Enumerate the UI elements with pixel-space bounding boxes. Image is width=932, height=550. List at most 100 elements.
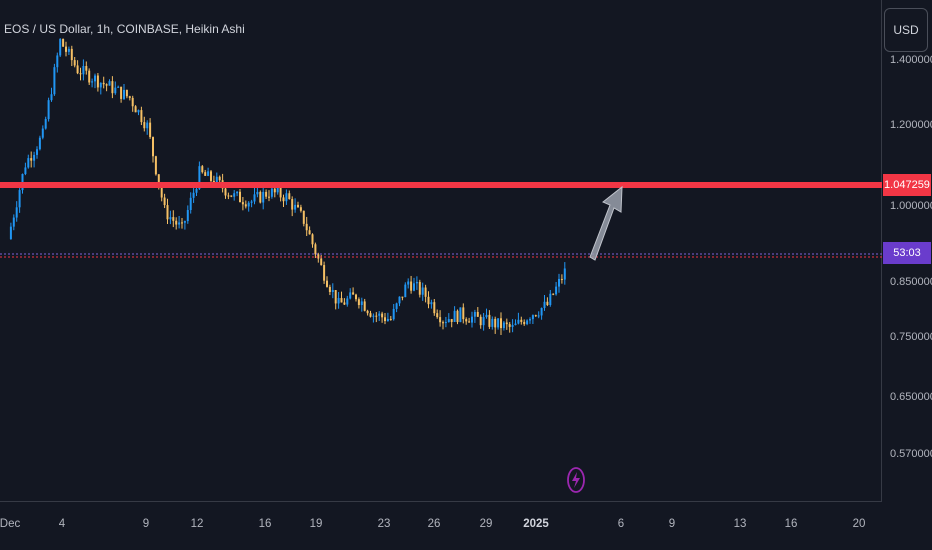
- candle-body: [386, 318, 389, 322]
- time-tick: 20: [852, 518, 866, 530]
- candle-body: [265, 191, 268, 197]
- candle-body: [511, 325, 514, 327]
- candle-body: [233, 193, 236, 197]
- candle-body: [360, 301, 363, 306]
- candle-body: [471, 316, 473, 323]
- candle-body: [285, 193, 288, 202]
- candle-body: [152, 137, 154, 157]
- candle-body: [157, 174, 160, 186]
- candle-body: [120, 86, 123, 99]
- candle-body: [534, 315, 537, 317]
- candle-body: [357, 299, 360, 306]
- candle-body: [529, 319, 531, 321]
- candle-body: [125, 89, 128, 97]
- time-tick: 9: [142, 518, 150, 530]
- price-tick: 1.400000: [890, 54, 932, 66]
- candle-body: [47, 100, 50, 120]
- lightning-icon[interactable]: [566, 466, 586, 494]
- candle-body: [497, 318, 500, 328]
- candle-body: [210, 171, 212, 181]
- candle-body: [395, 303, 398, 309]
- time-tick: 26: [427, 518, 441, 530]
- candle-body: [505, 322, 508, 325]
- candle-body: [227, 195, 230, 197]
- candle-body: [442, 322, 444, 324]
- candle-body: [268, 196, 270, 198]
- candle-body: [224, 188, 227, 196]
- candle-body: [323, 265, 326, 281]
- candles-group: [9, 38, 566, 336]
- candle-body: [520, 319, 523, 322]
- candle-body: [108, 81, 111, 86]
- candle-body: [369, 313, 372, 317]
- candle-body: [253, 194, 256, 202]
- time-tick: Dec: [0, 518, 21, 530]
- candle-body: [311, 234, 314, 245]
- price-axis[interactable]: 1.400000 1.200000 1.000000 0.850000 0.75…: [882, 0, 932, 502]
- candle-body: [56, 55, 59, 68]
- candle-body: [166, 205, 169, 220]
- candle-body: [175, 220, 178, 225]
- candle-body: [407, 281, 410, 285]
- candle-body: [154, 156, 157, 175]
- candle-body: [111, 81, 114, 94]
- candle-body: [476, 312, 479, 317]
- candle-body: [239, 191, 241, 203]
- candle-body: [558, 278, 560, 287]
- candle-body: [85, 65, 88, 71]
- candle-body: [241, 202, 244, 205]
- candle-body: [276, 187, 279, 193]
- candle-body: [328, 286, 331, 292]
- price-tick: 0.750000: [890, 331, 932, 343]
- candle-body: [389, 318, 392, 320]
- candle-body: [215, 176, 218, 185]
- projection-arrow[interactable]: [589, 185, 623, 261]
- candle-body: [424, 287, 427, 297]
- candle-body: [473, 312, 476, 317]
- candle-body: [18, 190, 21, 208]
- candle-body: [73, 60, 76, 66]
- candle-body: [99, 82, 102, 88]
- candle-body: [549, 293, 552, 306]
- time-axis[interactable]: Dec 4 9 12 16 19 23 26 29 2025 6 9 13 16…: [0, 502, 882, 550]
- candle-body: [320, 258, 323, 266]
- candle-body: [346, 298, 349, 305]
- candle-body: [256, 191, 259, 195]
- candle-body: [67, 48, 70, 52]
- candle-body: [491, 318, 494, 327]
- candle-body: [401, 296, 404, 298]
- chart-canvas[interactable]: [0, 0, 882, 502]
- candle-body: [288, 193, 291, 200]
- candle-body: [546, 301, 549, 306]
- time-tick: 16: [258, 518, 272, 530]
- candle-body: [543, 301, 546, 309]
- candle-body: [38, 137, 41, 150]
- candle-body: [372, 315, 375, 317]
- candle-body: [160, 185, 163, 198]
- candle-body: [128, 96, 131, 98]
- candle-body: [502, 322, 505, 329]
- candle-body: [262, 191, 265, 203]
- candle-body: [236, 191, 239, 194]
- candle-body: [137, 110, 140, 113]
- time-tick: 9: [668, 518, 676, 530]
- candle-body: [349, 292, 352, 299]
- candle-body: [462, 307, 465, 320]
- candle-body: [146, 122, 149, 129]
- candle-body: [453, 310, 456, 322]
- candle-body: [65, 46, 67, 52]
- candle-body: [9, 226, 12, 240]
- time-tick: 23: [377, 518, 391, 530]
- candle-body: [459, 307, 462, 323]
- currency-button[interactable]: USD: [884, 8, 928, 52]
- candle-body: [59, 39, 62, 56]
- time-tick-year: 2025: [523, 518, 549, 530]
- time-tick: 16: [784, 518, 798, 530]
- candle-body: [427, 296, 430, 305]
- candle-body: [181, 222, 183, 224]
- candle-body: [384, 317, 386, 322]
- candle-body: [343, 302, 346, 305]
- candle-body: [131, 97, 134, 107]
- candle-body: [302, 210, 305, 224]
- candle-body: [337, 298, 340, 304]
